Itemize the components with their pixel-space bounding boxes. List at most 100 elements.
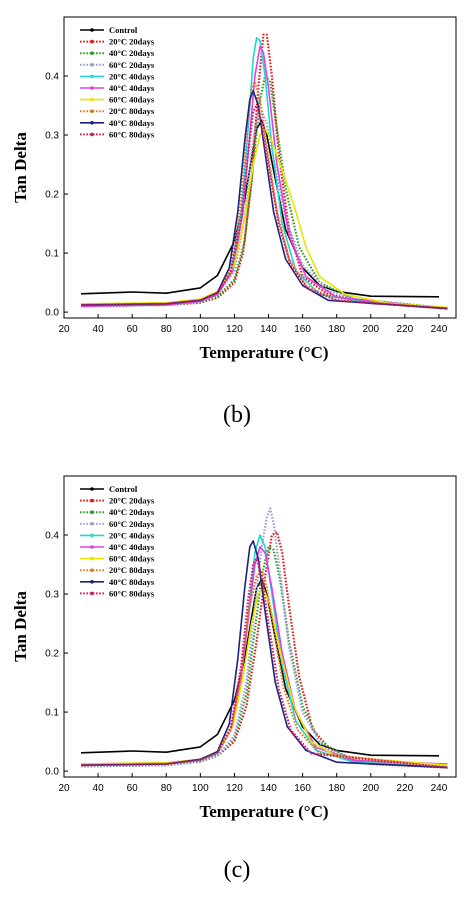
legend-label: 20°C 20days xyxy=(109,496,155,506)
panel-label-b: (b) xyxy=(223,402,251,428)
series-group xyxy=(80,33,448,310)
legend-marker xyxy=(90,97,94,102)
x-tick-label: 180 xyxy=(328,783,345,794)
legend-label: 20°C 40days xyxy=(109,71,155,81)
legend-label: 60°C 20days xyxy=(109,519,155,529)
x-tick-label: 140 xyxy=(260,324,277,335)
series-line-6 xyxy=(80,128,448,309)
x-tick-label: 160 xyxy=(294,324,311,335)
x-tick-label: 20 xyxy=(58,324,70,335)
legend-marker xyxy=(90,109,94,113)
x-tick-label: 140 xyxy=(260,783,277,794)
x-tick-label: 120 xyxy=(226,783,243,794)
legend-label: 20°C 40days xyxy=(109,530,155,540)
y-tick-label: 0.0 xyxy=(45,767,59,778)
legend-label: 60°C 40days xyxy=(109,95,155,105)
x-tick-label: 240 xyxy=(431,324,448,335)
y-tick-label: 0.3 xyxy=(45,131,59,142)
series-line-1 xyxy=(80,33,448,310)
x-tick-label: 100 xyxy=(192,783,209,794)
legend-label: 60°C 80days xyxy=(109,129,155,139)
series-line-0 xyxy=(80,578,440,757)
y-tick-label: 0.2 xyxy=(45,649,59,660)
legend-marker xyxy=(90,510,94,514)
plot-frame xyxy=(63,475,457,778)
y-tick-label: 0.0 xyxy=(45,308,59,319)
legend-label: 40°C 20days xyxy=(109,48,155,58)
legend-label: 40°C 20days xyxy=(109,507,155,517)
legend-marker xyxy=(90,121,94,125)
legend-label: Control xyxy=(109,484,138,494)
y-axis-label: Tan Delta xyxy=(11,132,30,203)
legend-marker xyxy=(90,545,94,549)
series-line-0 xyxy=(80,119,440,298)
legend-marker xyxy=(90,74,94,79)
series-line-9 xyxy=(80,104,448,310)
legend-marker xyxy=(90,533,94,538)
x-tick-label: 40 xyxy=(93,783,105,794)
x-tick-label: 200 xyxy=(362,783,379,794)
x-axis-label: Temperature (°C) xyxy=(199,343,328,362)
x-tick-label: 220 xyxy=(397,783,414,794)
legend-marker xyxy=(90,39,94,44)
legend-marker xyxy=(90,63,94,67)
legend-label: 20°C 80days xyxy=(109,565,155,575)
legend-marker xyxy=(90,86,94,90)
series-line-9 xyxy=(80,557,448,769)
x-tick-label: 40 xyxy=(93,324,105,335)
legend-label: 40°C 40days xyxy=(109,542,155,552)
x-tick-label: 240 xyxy=(431,783,448,794)
series-line-2 xyxy=(80,74,448,310)
legend-marker xyxy=(90,28,94,32)
x-tick-label: 60 xyxy=(127,783,139,794)
legend-label: Control xyxy=(109,25,138,35)
x-tick-label: 200 xyxy=(362,324,379,335)
x-tick-label: 120 xyxy=(226,324,243,335)
legend-marker xyxy=(90,498,94,503)
legend-marker xyxy=(90,580,94,584)
legend-marker xyxy=(90,556,94,561)
legend-marker xyxy=(90,51,94,55)
legend-label: 20°C 20days xyxy=(109,37,155,47)
panel-label-c: (c) xyxy=(223,857,251,883)
legend-label: 60°C 20days xyxy=(109,60,155,70)
x-tick-label: 160 xyxy=(294,783,311,794)
series-line-3 xyxy=(80,507,448,769)
y-tick-label: 0.2 xyxy=(45,190,59,201)
legend-marker xyxy=(90,132,94,137)
series-line-5 xyxy=(80,45,448,310)
y-tick-label: 0.4 xyxy=(45,531,59,542)
x-tick-label: 180 xyxy=(328,324,345,335)
tan-delta-chart-c: 20 40 60 80 100 120 140 160 180 200 220 240 0.0 0.1 0.… xyxy=(11,475,457,821)
legend-label: 40°C 80days xyxy=(109,118,155,128)
legend-label: 60°C 40days xyxy=(109,554,155,564)
plot-frame xyxy=(63,16,457,319)
x-tick-label: 100 xyxy=(192,324,209,335)
y-tick-label: 0.1 xyxy=(45,249,59,260)
x-tick-label: 80 xyxy=(161,324,173,335)
legend-label: 60°C 80days xyxy=(109,588,155,598)
series-line-6 xyxy=(80,587,448,766)
legend-marker xyxy=(90,591,94,596)
legend-marker xyxy=(90,522,94,526)
y-axis-label: Tan Delta xyxy=(11,591,30,662)
x-axis-label: Temperature (°C) xyxy=(199,802,328,821)
legend-label: 20°C 80days xyxy=(109,106,155,116)
x-tick-label: 80 xyxy=(161,783,173,794)
tan-delta-chart-b: 20 40 60 80 100 120 140 160 180 200 220 240 0.0 0.1 0.… xyxy=(11,16,457,362)
y-tick-label: 0.4 xyxy=(45,72,59,83)
chart-panel-b: 20 40 60 80 100 120 140 160 180 200 220 240 0.0 0.1 0.… xyxy=(11,16,457,428)
series-group xyxy=(80,507,448,769)
chart-panel-c: 20 40 60 80 100 120 140 160 180 200 220 240 0.0 0.1 0.… xyxy=(0,459,474,918)
y-tick-label: 0.3 xyxy=(45,590,59,601)
legend-label: 40°C 80days xyxy=(109,577,155,587)
legend-marker xyxy=(90,568,94,572)
y-tick-label: 0.1 xyxy=(45,708,59,719)
x-tick-label: 60 xyxy=(127,324,139,335)
legend-label: 40°C 40days xyxy=(109,83,155,93)
x-tick-label: 20 xyxy=(58,783,70,794)
legend-marker xyxy=(90,487,94,491)
x-tick-label: 220 xyxy=(397,324,414,335)
